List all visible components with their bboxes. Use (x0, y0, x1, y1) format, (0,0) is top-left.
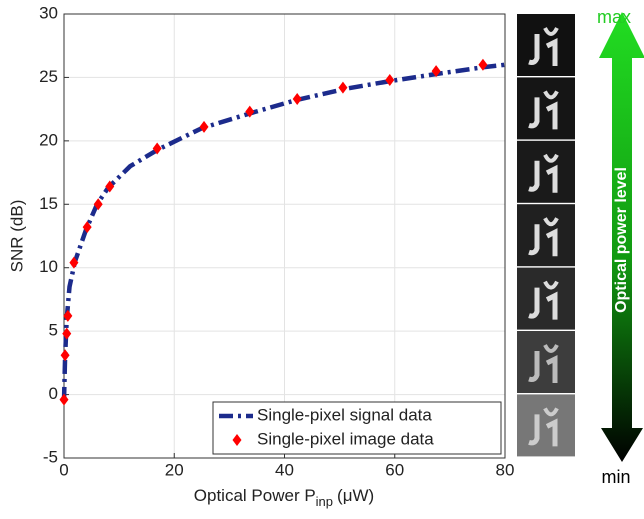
x-label-main: Optical Power P (194, 486, 316, 505)
data-point (105, 180, 115, 193)
data-point (59, 393, 69, 406)
data-point (478, 58, 488, 71)
min-label: min (601, 467, 630, 487)
y-tick-label: 25 (39, 67, 58, 86)
legend-label: Single-pixel image data (257, 429, 434, 448)
x-tick-label: 20 (165, 460, 184, 479)
x-tick-label: 40 (275, 460, 294, 479)
x-tick-label: 0 (59, 460, 68, 479)
tile-glyph (545, 101, 558, 130)
data-point (93, 198, 103, 211)
image-tile (517, 140, 575, 203)
tile-glyph (545, 164, 558, 193)
data-point (60, 349, 70, 362)
tile-glyph (528, 97, 540, 129)
x-tick-label: 60 (385, 460, 404, 479)
power-arrow (599, 12, 644, 462)
x-tick-label: 80 (496, 460, 515, 479)
image-tile (517, 14, 575, 76)
data-point (62, 327, 72, 340)
tile-glyph (543, 344, 559, 353)
tile-glyph (545, 291, 558, 320)
tile-glyph (543, 153, 559, 163)
tile-glyph (528, 287, 540, 319)
tile-glyph (543, 280, 559, 290)
signal-line (61, 62, 506, 401)
tile-glyph (528, 34, 540, 65)
image-tile (517, 204, 575, 267)
tile-glyph (545, 228, 558, 257)
legend-marker (232, 434, 242, 446)
plot-frame (63, 13, 506, 459)
image-tiles (517, 14, 575, 457)
tile-glyph (528, 160, 540, 192)
tile-glyph (528, 224, 540, 256)
y-axis-label: SNR (dB) (7, 200, 26, 273)
tile-glyph (543, 217, 559, 227)
image-tile (517, 267, 575, 330)
image-tile (517, 77, 575, 140)
image-tile (517, 394, 575, 457)
arrow (599, 12, 644, 462)
tile-glyph (545, 418, 558, 447)
legend-label: Single-pixel signal data (257, 405, 432, 424)
data-point (152, 142, 162, 155)
data-point (338, 81, 348, 94)
arrow-label: Optical power level (613, 167, 630, 313)
data-point (69, 256, 79, 269)
data-point (292, 92, 302, 105)
legend-box (212, 401, 502, 455)
tile-glyph (543, 27, 559, 36)
data-point (385, 73, 395, 86)
tile-glyph (545, 37, 558, 66)
x-axis-label: Optical Power Pinp (μW) (194, 486, 374, 509)
y-tick-label: 0 (49, 384, 58, 403)
y-tick-label: 20 (39, 130, 58, 149)
y-tick-label: 15 (39, 194, 58, 213)
y-tick-label: 5 (49, 321, 58, 340)
tile-glyph (543, 90, 559, 100)
data-point (199, 120, 209, 133)
tile-glyph (528, 351, 540, 382)
y-tick-label: -5 (43, 447, 58, 466)
x-label-sub: inp (316, 494, 333, 509)
tile-glyph (543, 407, 559, 417)
x-label-unit: (μW) (337, 486, 374, 505)
data-point (82, 221, 92, 234)
data-point (431, 65, 441, 78)
data-point (245, 105, 255, 118)
tile-glyph (545, 354, 558, 383)
image-tile (517, 331, 575, 393)
max-label: max (597, 7, 631, 27)
y-tick-label: 10 (39, 257, 58, 276)
y-tick-label: 30 (39, 3, 58, 22)
tile-glyph (528, 414, 540, 446)
data-point (63, 309, 73, 322)
